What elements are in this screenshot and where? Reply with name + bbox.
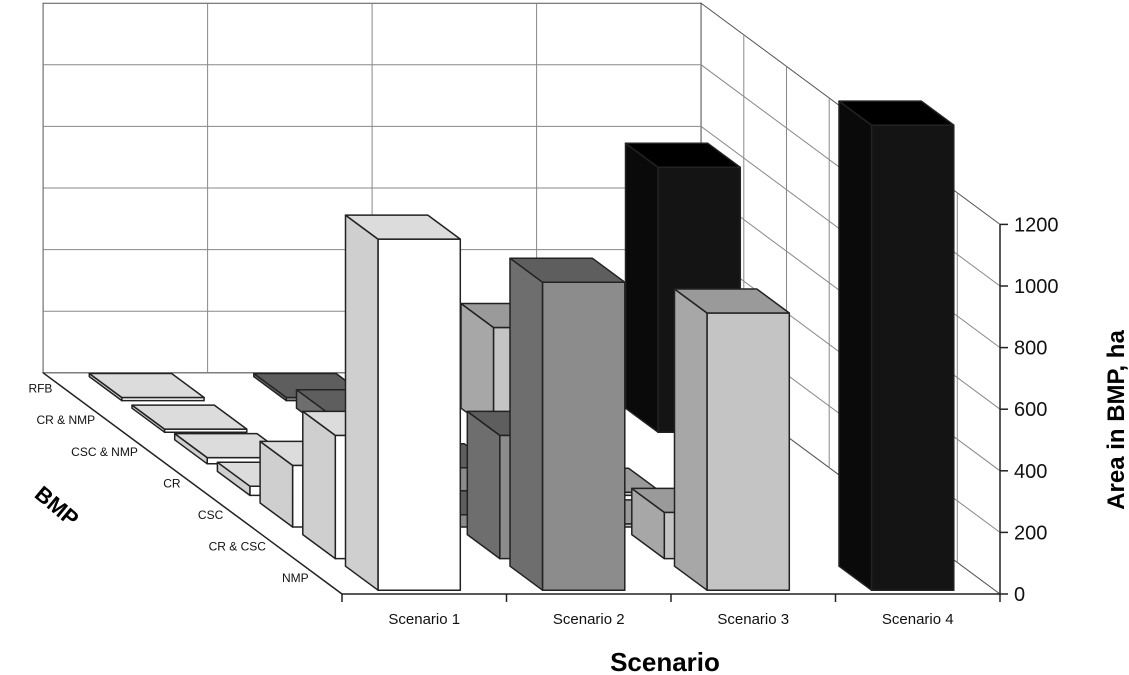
depth-axis-title: BMP <box>30 481 84 532</box>
depth-tick-label: CSC <box>198 508 224 522</box>
bars <box>88 100 955 591</box>
bar-top <box>131 404 248 430</box>
bar-top <box>838 100 955 126</box>
depth-tick-label: CR <box>163 476 181 490</box>
depth-tick-label: CR & NMP <box>36 413 95 427</box>
bar <box>131 404 248 433</box>
depth-axis: NMP CR & CSC CSC CR CSC & NMP CR & NMP RFB <box>28 372 343 595</box>
y-tick-label: 1000 <box>1014 276 1059 298</box>
depth-tick-label: CR & CSC <box>209 540 267 554</box>
y-axis: 0 200 400 600 800 1000 1200 <box>999 214 1059 606</box>
depth-axis-line <box>42 372 343 595</box>
bar <box>509 257 626 591</box>
y-axis-title: Area in BMP, ha <box>1103 330 1129 510</box>
depth-tick-label: CSC & NMP <box>71 445 138 459</box>
y-tick-label: 1200 <box>1014 214 1059 236</box>
y-tick-label: 800 <box>1014 338 1047 360</box>
y-tick-label: 200 <box>1014 522 1047 544</box>
x-axis-title: Scenario <box>610 647 720 675</box>
y-tick-label: 0 <box>1014 584 1025 606</box>
bar <box>673 288 791 591</box>
bar-top <box>624 142 742 169</box>
bar-front <box>541 281 626 591</box>
bar-top <box>509 257 626 283</box>
bar-top <box>88 372 205 399</box>
bar-front <box>377 238 462 591</box>
bar <box>344 214 462 591</box>
depth-tick-label: RFB <box>28 382 52 396</box>
x-tick-label: Scenario 3 <box>717 611 789 628</box>
bar-top <box>344 214 462 240</box>
bar-front <box>870 124 955 591</box>
bar-side <box>509 257 544 591</box>
x-tick-label: Scenario 2 <box>553 611 625 628</box>
bar-side <box>673 288 708 591</box>
x-tick-label: Scenario 4 <box>882 611 954 628</box>
bar-top <box>673 288 791 314</box>
bar-side <box>344 214 379 591</box>
bar <box>838 100 955 591</box>
bar-side <box>302 410 337 560</box>
bar <box>88 372 205 402</box>
x-axis: Scenario 1 Scenario 2 Scenario 3 Scenario 4 <box>341 593 1001 628</box>
bar-front <box>706 312 791 591</box>
bar-side <box>466 410 501 560</box>
y-tick-label: 600 <box>1014 399 1047 421</box>
bar-side <box>624 142 659 433</box>
x-tick-label: Scenario 1 <box>388 611 460 628</box>
bar-side <box>838 100 873 591</box>
depth-tick-label: NMP <box>282 571 309 585</box>
y-tick-label: 400 <box>1014 461 1047 483</box>
